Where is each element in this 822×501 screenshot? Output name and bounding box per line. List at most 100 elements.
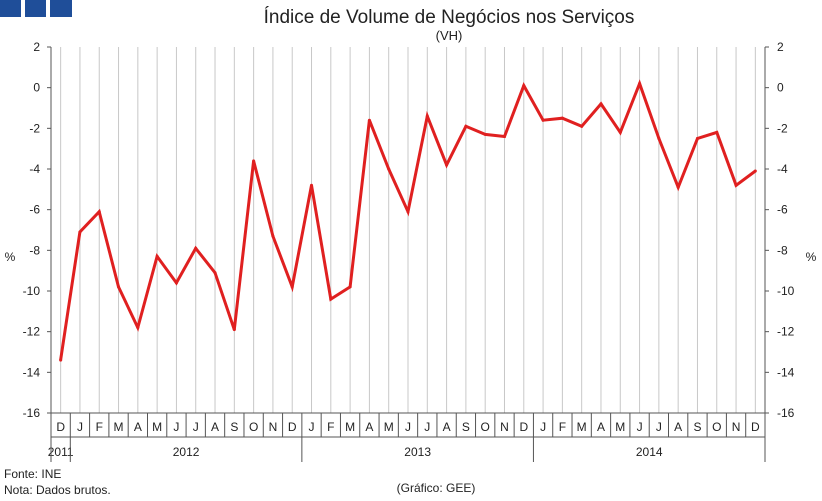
footer-credit: (Gráfico: GEE)	[397, 481, 476, 495]
month-label: A	[674, 420, 682, 434]
footer-source: Fonte: INE	[4, 467, 61, 481]
data-point	[580, 124, 584, 128]
data-point	[252, 159, 256, 163]
data-point	[541, 118, 545, 122]
y-tick-label: -10	[777, 284, 795, 298]
data-point	[425, 114, 429, 118]
data-point	[464, 124, 468, 128]
month-label: M	[615, 420, 625, 434]
month-label: A	[597, 420, 605, 434]
y-axis-left-label: %	[5, 250, 16, 264]
data-point	[599, 102, 603, 106]
month-label: A	[211, 420, 219, 434]
y-tick-label: -14	[777, 365, 795, 379]
y-tick-label: 0	[777, 81, 784, 95]
month-label: J	[656, 420, 662, 434]
y-tick-label: -14	[23, 365, 41, 379]
month-label: F	[96, 420, 103, 434]
footer-note: Nota: Dados brutos.	[4, 483, 111, 497]
x-axis-year-labels: 2011 2012 2013 2014	[48, 437, 766, 462]
year-label: 2013	[404, 445, 431, 459]
data-point	[734, 183, 738, 187]
data-point	[329, 297, 333, 301]
data-point	[483, 132, 487, 136]
month-label: N	[732, 420, 741, 434]
data-point	[78, 230, 82, 234]
data-point	[560, 116, 564, 120]
data-point	[59, 358, 63, 362]
series-group	[59, 79, 757, 362]
month-label: O	[481, 420, 490, 434]
data-point	[502, 134, 506, 138]
month-label: F	[327, 420, 334, 434]
data-point	[194, 246, 198, 250]
month-label: J	[405, 420, 411, 434]
y-tick-label: -4	[777, 162, 788, 176]
month-label: J	[540, 420, 546, 434]
y-tick-label: -16	[23, 406, 41, 420]
y-tick-label: 0	[33, 81, 40, 95]
month-label: O	[712, 420, 721, 434]
data-point	[348, 285, 352, 289]
month-label: S	[230, 420, 238, 434]
y-tick-label: -2	[777, 121, 788, 135]
data-point	[290, 285, 294, 289]
data-point	[213, 271, 217, 275]
month-label: J	[424, 420, 430, 434]
data-point	[753, 169, 757, 173]
month-label: J	[193, 420, 199, 434]
year-label: 2012	[173, 445, 200, 459]
y-tick-label: -4	[29, 162, 40, 176]
y-tick-label: -12	[777, 325, 795, 339]
data-point	[638, 82, 642, 86]
data-point	[406, 210, 410, 214]
data-point	[310, 183, 314, 187]
y-tick-label: -2	[29, 121, 40, 135]
month-label: D	[751, 420, 760, 434]
year-label: 2011	[48, 445, 74, 459]
month-label: M	[152, 420, 162, 434]
month-label: A	[365, 420, 373, 434]
month-label: S	[693, 420, 701, 434]
data-point	[136, 326, 140, 330]
data-point	[695, 137, 699, 140]
y-tick-label: -8	[29, 243, 40, 257]
y-tick-label: -6	[29, 203, 40, 217]
data-point	[232, 328, 236, 332]
y-axis-right-label: %	[806, 250, 817, 264]
month-label: J	[77, 420, 83, 434]
y-tick-label: -6	[777, 203, 788, 217]
data-point	[618, 130, 622, 134]
data-point	[97, 210, 101, 214]
data-point	[657, 137, 661, 140]
y-tick-label: -16	[777, 406, 795, 420]
data-point	[367, 118, 371, 122]
month-label: M	[384, 420, 394, 434]
data-point	[174, 281, 178, 285]
grid-lines	[60, 47, 756, 413]
data-point	[271, 234, 275, 238]
chart-title: Índice de Volume de Negócios nos Serviço…	[264, 7, 635, 28]
month-label: A	[443, 420, 451, 434]
data-point	[522, 84, 526, 88]
data-point	[117, 285, 121, 289]
data-point	[445, 163, 449, 167]
chart-subtitle: (VH)	[436, 28, 463, 43]
month-label: D	[288, 420, 297, 434]
year-label: 2014	[636, 445, 663, 459]
month-label: J	[173, 420, 179, 434]
data-point	[676, 185, 680, 189]
month-label: M	[577, 420, 587, 434]
month-label: A	[134, 420, 142, 434]
y-tick-label: 2	[33, 40, 40, 54]
month-label: N	[500, 420, 509, 434]
data-point	[715, 130, 719, 134]
month-label: O	[249, 420, 258, 434]
month-label: F	[559, 420, 566, 434]
y-axis-left-ticks: 2 0 -2 -4 -6 -8 -10 -12 -14 -16	[23, 40, 51, 420]
axes	[50, 47, 766, 438]
logo-icon	[0, 0, 72, 17]
month-label: N	[269, 420, 278, 434]
y-tick-label: -8	[777, 243, 788, 257]
